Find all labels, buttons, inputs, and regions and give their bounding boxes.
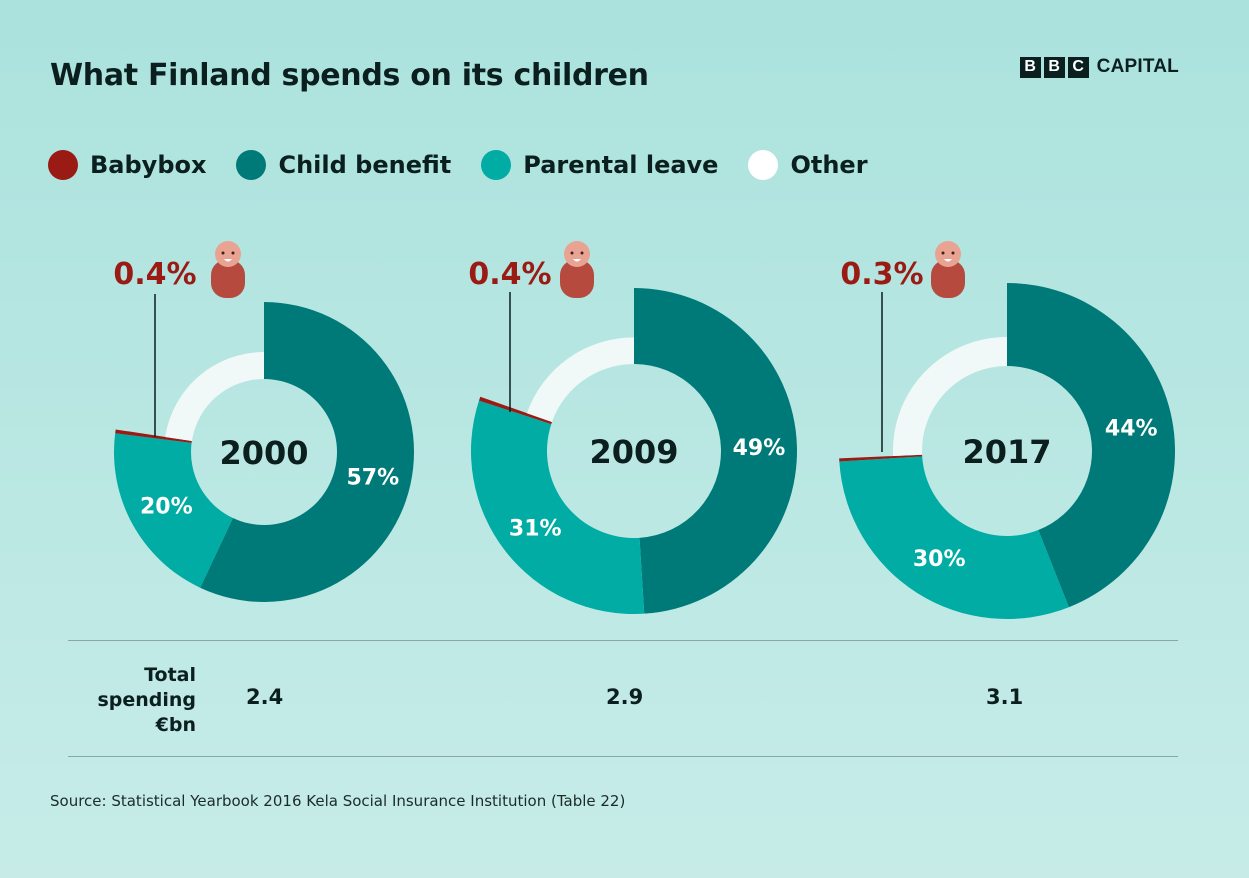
center-year-label: 2009	[589, 433, 678, 471]
slice-other	[892, 336, 1007, 457]
total-value-2009: 2.9	[606, 685, 644, 709]
baby-icon-eye	[580, 251, 584, 255]
bbc-capital-logo: B B C CAPITAL	[1019, 56, 1179, 78]
baby-icon-mouth	[944, 259, 952, 262]
slice-babybox	[478, 396, 552, 425]
slice-other	[526, 337, 634, 423]
baby-icon	[211, 241, 245, 298]
baby-icon-eye	[941, 251, 945, 255]
baby-icon-face	[564, 241, 590, 267]
legend-swatch-child-benefit	[236, 150, 267, 180]
slice-parental-leave	[839, 456, 1069, 619]
total-value-2000: 2.4	[246, 685, 284, 709]
baby-icon-eye	[951, 251, 955, 255]
babybox-percent-label: 0.4%	[113, 257, 196, 292]
baby-icon-eye	[570, 251, 574, 255]
logo-box-2: B	[1043, 56, 1065, 78]
baby-icon-face	[935, 241, 961, 267]
logo-word: CAPITAL	[1096, 56, 1179, 77]
legend-swatch-other	[748, 150, 779, 180]
babybox-percent-label: 0.3%	[840, 257, 923, 292]
total-value-2017: 3.1	[986, 685, 1024, 709]
slice-babybox	[115, 429, 192, 443]
slice-parental-leave	[113, 433, 233, 588]
slice-child-benefit	[1007, 283, 1176, 608]
source-note: Source: Statistical Yearbook 2016 Kela S…	[50, 792, 626, 810]
legend-swatch-parental-leave	[481, 150, 512, 180]
center-year-label: 2017	[962, 433, 1051, 471]
table-bottom-rule	[68, 756, 1178, 757]
baby-icon-face	[215, 241, 241, 267]
legend-label: Other	[790, 151, 868, 179]
slice-babybox	[839, 454, 923, 462]
donut-charts: 57% 20% 2000 0.4% 49% 31% 2009 0.4% 44% 30% 2017 0.…	[113, 241, 1176, 619]
donut-2017: 44% 30% 2017 0.3%	[839, 241, 1176, 619]
legend-item-babybox: Babybox	[48, 150, 206, 180]
baby-icon	[931, 241, 965, 298]
center-year-label: 2000	[219, 434, 308, 472]
chart-title: What Finland spends on its children	[50, 58, 649, 93]
slice-label-parental-leave: 31%	[509, 517, 562, 542]
baby-icon	[560, 241, 594, 298]
baby-icon-body	[560, 260, 594, 298]
total-label-line: Total	[144, 664, 196, 686]
baby-icon-mouth	[224, 259, 232, 262]
slice-parental-leave	[471, 400, 645, 614]
baby-icon-eye	[231, 251, 235, 255]
legend-swatch-babybox	[48, 150, 78, 180]
total-label-line: spending	[97, 689, 196, 711]
legend-item-parental-leave: Parental leave	[481, 150, 718, 180]
legend: Babybox Child benefit Parental leave Oth…	[48, 150, 898, 180]
total-label-line: €bn	[155, 714, 196, 736]
slice-child-benefit	[200, 302, 414, 602]
slice-label-parental-leave: 20%	[140, 495, 193, 520]
slice-label-child-benefit: 44%	[1105, 416, 1158, 441]
babybox-percent-label: 0.4%	[468, 257, 551, 292]
legend-label: Child benefit	[278, 151, 452, 179]
legend-label: Parental leave	[523, 151, 719, 179]
donut-2000: 57% 20% 2000 0.4%	[113, 241, 414, 602]
slice-label-parental-leave: 30%	[913, 547, 966, 572]
slice-label-child-benefit: 57%	[346, 465, 399, 490]
slice-child-benefit	[634, 288, 797, 614]
baby-icon-body	[211, 260, 245, 298]
baby-icon-eye	[221, 251, 225, 255]
logo-box-1: B	[1019, 56, 1041, 78]
total-spending-label: Total spending €bn	[60, 663, 196, 738]
slice-other	[165, 352, 264, 442]
slice-label-child-benefit: 49%	[733, 436, 786, 461]
table-top-rule	[68, 640, 1178, 641]
legend-item-child-benefit: Child benefit	[236, 150, 451, 180]
legend-label: Babybox	[90, 151, 207, 179]
baby-icon-mouth	[573, 259, 581, 262]
donut-2009: 49% 31% 2009 0.4%	[468, 241, 797, 614]
logo-box-3: C	[1067, 56, 1089, 78]
legend-item-other: Other	[748, 150, 868, 180]
baby-icon-body	[931, 260, 965, 298]
